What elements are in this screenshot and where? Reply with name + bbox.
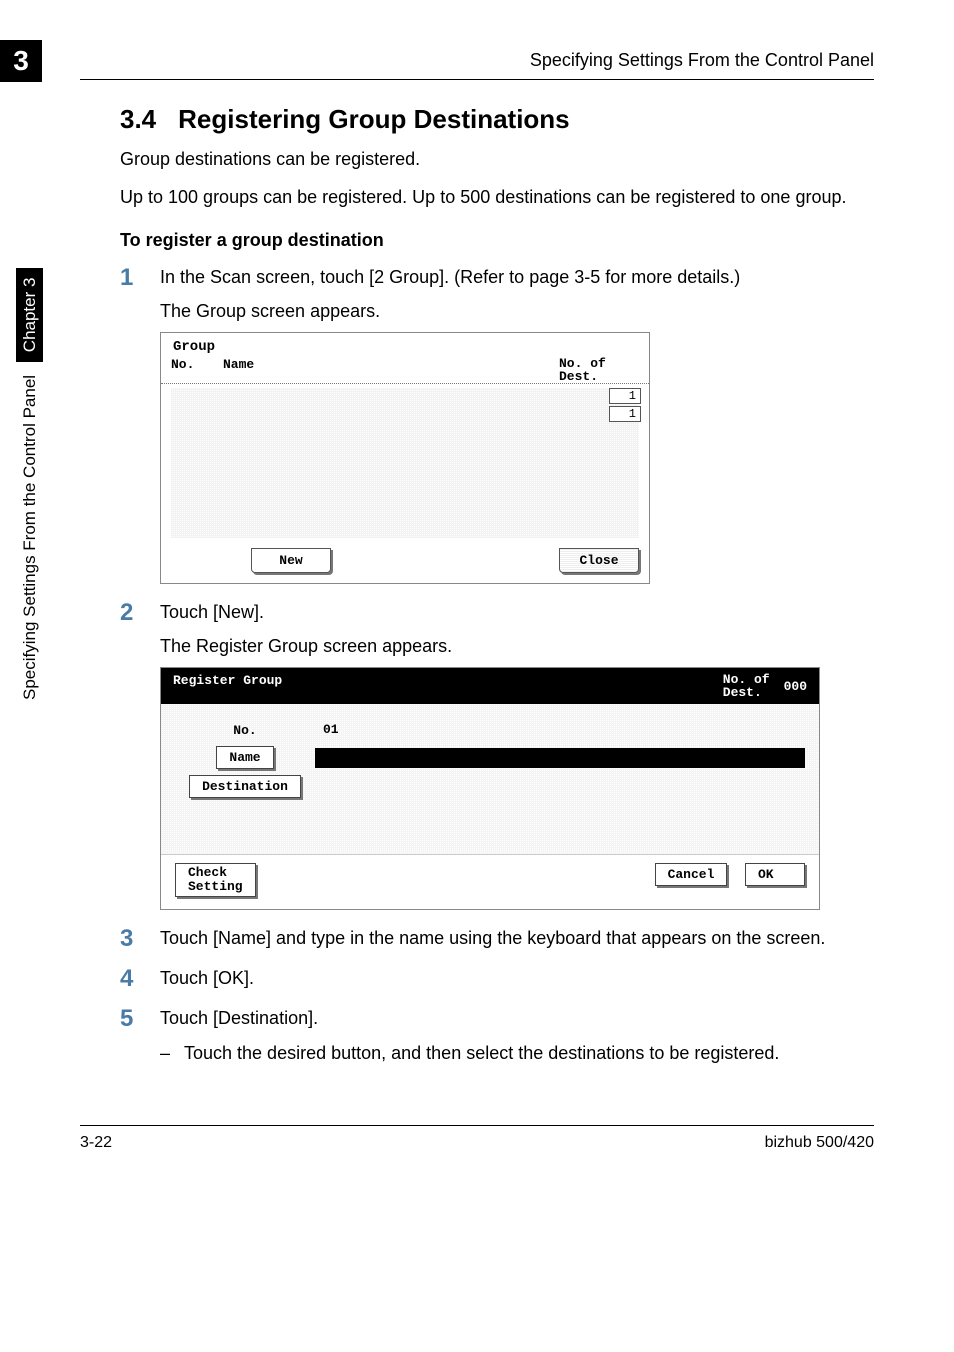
step-2-caption: The Register Group screen appears.: [160, 636, 874, 657]
step-1-text: In the Scan screen, touch [2 Group]. (Re…: [160, 265, 874, 289]
step-5-number: 5: [120, 1006, 160, 1032]
destination-value: [315, 777, 805, 797]
page-footer: 3-22 bizhub 500/420: [80, 1125, 874, 1160]
footer-model: bizhub 500/420: [765, 1134, 874, 1152]
row-name: Name: [175, 746, 805, 769]
col-dest: No. of Dest.: [559, 357, 639, 383]
register-body: No. 01 Name Destination: [161, 704, 819, 854]
step-2-text: Touch [New].: [160, 600, 874, 624]
label-no: No.: [175, 723, 315, 738]
group-panel-title: Group: [161, 333, 649, 357]
running-header: Specifying Settings From the Control Pan…: [80, 0, 874, 80]
check-setting-button[interactable]: Check Setting: [175, 863, 256, 896]
register-title: Register Group: [173, 673, 282, 699]
panel-spacer: [175, 804, 805, 844]
close-button[interactable]: Close: [559, 548, 639, 573]
step-5-sub-text: Touch the desired button, and then selec…: [184, 1041, 779, 1065]
register-group-panel: Register Group No. of Dest. 000 No. 01 N…: [160, 667, 820, 909]
row-no: No. 01: [175, 720, 805, 740]
dash-icon: –: [160, 1041, 184, 1065]
name-button[interactable]: Name: [216, 746, 273, 769]
row-destination: Destination: [175, 775, 805, 798]
section-title-text: Registering Group Destinations: [178, 104, 570, 134]
cancel-button[interactable]: Cancel: [655, 863, 728, 886]
col-dest-bot: Dest.: [559, 369, 598, 384]
section-number: 3.4: [120, 104, 156, 134]
step-3: 3 Touch [Name] and type in the name usin…: [120, 926, 874, 952]
step-5-text: Touch [Destination].: [160, 1006, 874, 1030]
register-bottom-buttons: Check Setting Cancel OK: [161, 854, 819, 908]
step-1-number: 1: [120, 265, 160, 291]
step-1: 1 In the Scan screen, touch [2 Group]. (…: [120, 265, 874, 291]
step-3-text: Touch [Name] and type in the name using …: [160, 926, 874, 950]
intro-para-1: Group destinations can be registered.: [120, 147, 874, 171]
step-5-subitem: – Touch the desired button, and then sel…: [160, 1041, 874, 1065]
step-2: 2 Touch [New].: [120, 600, 874, 626]
step-4-number: 4: [120, 966, 160, 992]
step-5: 5 Touch [Destination]. – Touch the desir…: [120, 1006, 874, 1065]
step-4-text: Touch [OK].: [160, 966, 874, 990]
procedure-subhead: To register a group destination: [120, 230, 874, 251]
scroll-indicator-2: 1: [609, 406, 641, 422]
step-3-number: 3: [120, 926, 160, 952]
section-heading: 3.4 Registering Group Destinations: [120, 104, 874, 135]
sidebar-rotated: Specifying Settings From the Control Pan…: [20, 268, 40, 700]
intro-para-2: Up to 100 groups can be registered. Up t…: [120, 185, 874, 209]
step-1-caption: The Group screen appears.: [160, 301, 874, 322]
chapter-tab: 3: [0, 40, 42, 82]
col-no: No.: [171, 357, 223, 383]
group-panel-buttons: New Close: [161, 542, 649, 583]
sidebar-chapter-badge: Chapter 3: [16, 268, 43, 363]
hdr-dest-bot: Dest.: [723, 685, 762, 700]
group-screen-panel: Group No. Name No. of Dest. 1 1 New Clos…: [160, 332, 650, 584]
step-4: 4 Touch [OK].: [120, 966, 874, 992]
col-name: Name: [223, 357, 559, 383]
register-title-bar: Register Group No. of Dest. 000: [161, 668, 819, 704]
group-list-area: 1 1: [171, 388, 639, 538]
value-no: 01: [315, 720, 805, 740]
sidebar-text: Specifying Settings From the Control Pan…: [20, 375, 39, 700]
hdr-count: 000: [784, 679, 807, 694]
destination-button[interactable]: Destination: [189, 775, 301, 798]
group-panel-columns: No. Name No. of Dest.: [161, 357, 649, 384]
ok-button[interactable]: OK: [745, 863, 805, 886]
name-value: [315, 748, 805, 768]
new-button[interactable]: New: [251, 548, 331, 573]
step-2-number: 2: [120, 600, 160, 626]
scroll-indicator-1: 1: [609, 388, 641, 404]
footer-page-number: 3-22: [80, 1134, 112, 1152]
